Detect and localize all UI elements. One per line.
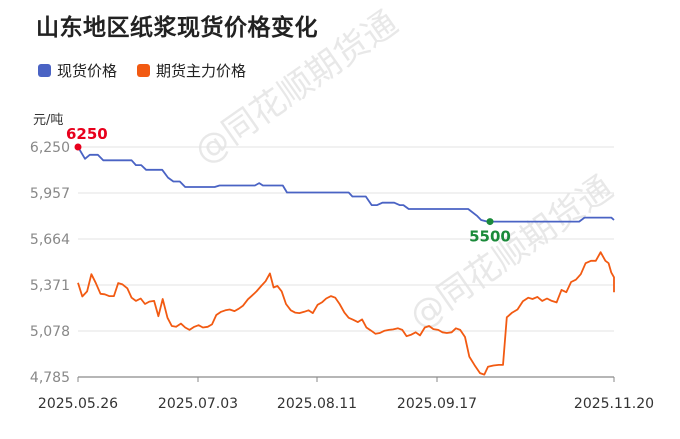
futures-price-line[interactable] bbox=[77, 251, 615, 376]
spot-price-line[interactable] bbox=[77, 146, 615, 223]
low-point-label: 5500 bbox=[469, 228, 511, 246]
x-tick-label: 2025.07.03 bbox=[158, 396, 238, 412]
y-tick-label: 5,957 bbox=[30, 186, 70, 202]
legend-item-spot-price[interactable]: 现货价格 bbox=[38, 60, 117, 81]
legend: 现货价格 期货主力价格 bbox=[38, 60, 246, 81]
legend-item-futures-price[interactable]: 期货主力价格 bbox=[137, 60, 246, 81]
y-axis-unit: 元/吨 bbox=[33, 113, 64, 128]
x-tick-label: 2025.11.20 bbox=[574, 396, 654, 412]
y-tick-label: 6,250 bbox=[30, 140, 70, 156]
low-point-marker[interactable] bbox=[486, 218, 494, 226]
x-tick-label: 2025.08.11 bbox=[277, 396, 357, 412]
y-tick-label: 5,371 bbox=[30, 278, 70, 294]
watermark: @同花顺期货通@同花顺期货通 bbox=[187, 3, 620, 337]
start-point-label: 6250 bbox=[66, 125, 108, 143]
y-axis: 6,250 5,957 5,664 5,371 5,078 4,785 bbox=[30, 140, 70, 386]
legend-label-futures: 期货主力价格 bbox=[156, 62, 247, 80]
y-tick-label: 5,664 bbox=[30, 232, 70, 248]
grid-lines bbox=[78, 146, 614, 332]
y-tick-label: 4,785 bbox=[30, 370, 70, 386]
x-tick-label: 2025.05.26 bbox=[38, 396, 118, 412]
x-axis: 2025.05.26 2025.07.03 2025.08.11 2025.09.17… bbox=[38, 376, 654, 412]
start-point-marker[interactable] bbox=[74, 143, 82, 151]
x-tick-label: 2025.09.17 bbox=[397, 396, 477, 412]
legend-swatch-futures-icon bbox=[137, 64, 151, 77]
annotations: 6250 5500 bbox=[66, 125, 511, 246]
legend-label-spot: 现货价格 bbox=[57, 62, 118, 80]
legend-swatch-spot-icon bbox=[38, 64, 51, 77]
chart-title: 山东地区纸浆现货价格变化 bbox=[36, 15, 318, 41]
y-tick-label: 5,078 bbox=[30, 324, 70, 340]
series-lines bbox=[77, 146, 615, 376]
